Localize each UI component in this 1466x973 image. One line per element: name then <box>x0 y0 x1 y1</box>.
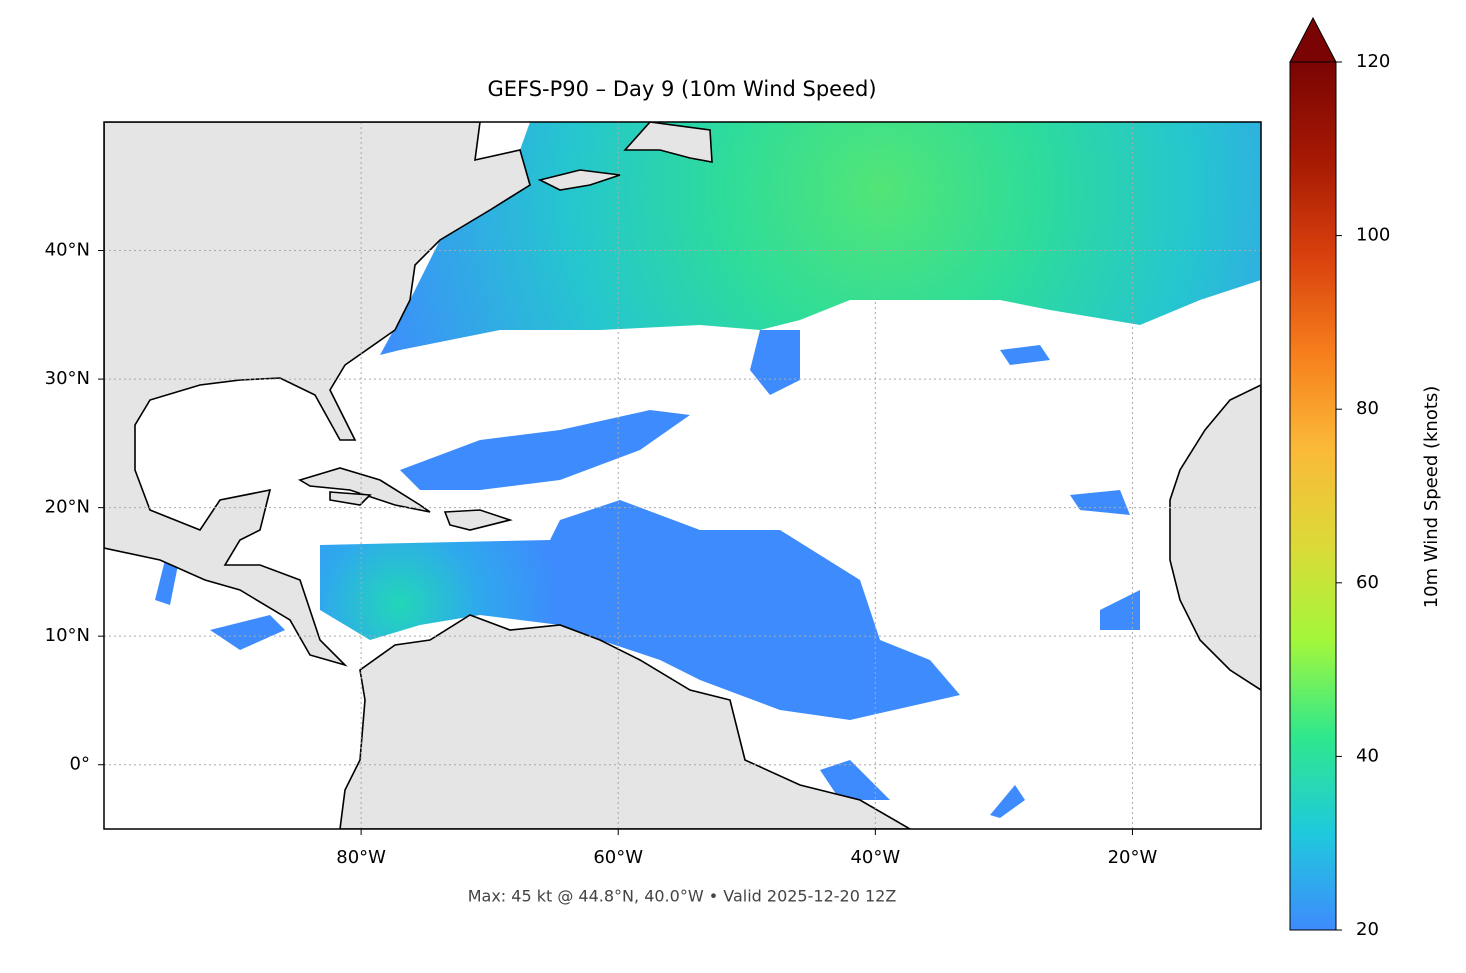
y-tick-label: 30°N <box>45 368 90 389</box>
colorbar-tick-label: 80 <box>1356 398 1379 419</box>
land <box>329 491 372 506</box>
land <box>339 614 912 829</box>
footer-note: Max: 45 kt @ 44.8°N, 40.0°W • Valid 2025… <box>468 887 897 906</box>
land <box>623 122 713 163</box>
land <box>1169 384 1261 691</box>
y-tick-label: 20°N <box>45 497 90 518</box>
colorbar-tick-label: 120 <box>1356 51 1390 72</box>
colorbar-tick-label: 40 <box>1356 745 1379 766</box>
y-tick-label: 10°N <box>45 625 90 646</box>
colorbar-tick-label: 100 <box>1356 225 1390 246</box>
colorbar-extension <box>1289 16 1337 63</box>
wind-field <box>750 330 800 395</box>
wind-field <box>210 615 285 650</box>
y-tick-label: 40°N <box>45 240 90 261</box>
land <box>104 122 531 667</box>
x-tick-label: 60°W <box>593 847 643 868</box>
wind-field <box>1100 590 1140 630</box>
plot-frame <box>103 121 1262 830</box>
colorbar-label: 10m Wind Speed (knots) <box>1421 386 1442 609</box>
map-area <box>104 122 1261 829</box>
wind-field <box>820 760 890 800</box>
y-tick-label: 0° <box>70 754 90 775</box>
land <box>443 509 513 531</box>
land <box>537 169 621 191</box>
x-tick-label: 40°W <box>850 847 900 868</box>
x-tick-label: 20°W <box>1108 847 1158 868</box>
wind-field <box>1000 345 1050 365</box>
wind-field <box>990 785 1025 818</box>
colorbar-tick-label: 20 <box>1356 919 1379 940</box>
wind-field <box>400 410 690 490</box>
land <box>298 467 431 513</box>
wind-field <box>155 560 178 605</box>
chart-title: GEFS-P90 – Day 9 (10m Wind Speed) <box>487 77 876 101</box>
colorbar-tick-label: 60 <box>1356 572 1379 593</box>
wind-field <box>320 500 960 720</box>
x-tick-label: 80°W <box>336 847 386 868</box>
colorbar <box>1289 61 1337 931</box>
wind-field <box>1070 490 1130 515</box>
